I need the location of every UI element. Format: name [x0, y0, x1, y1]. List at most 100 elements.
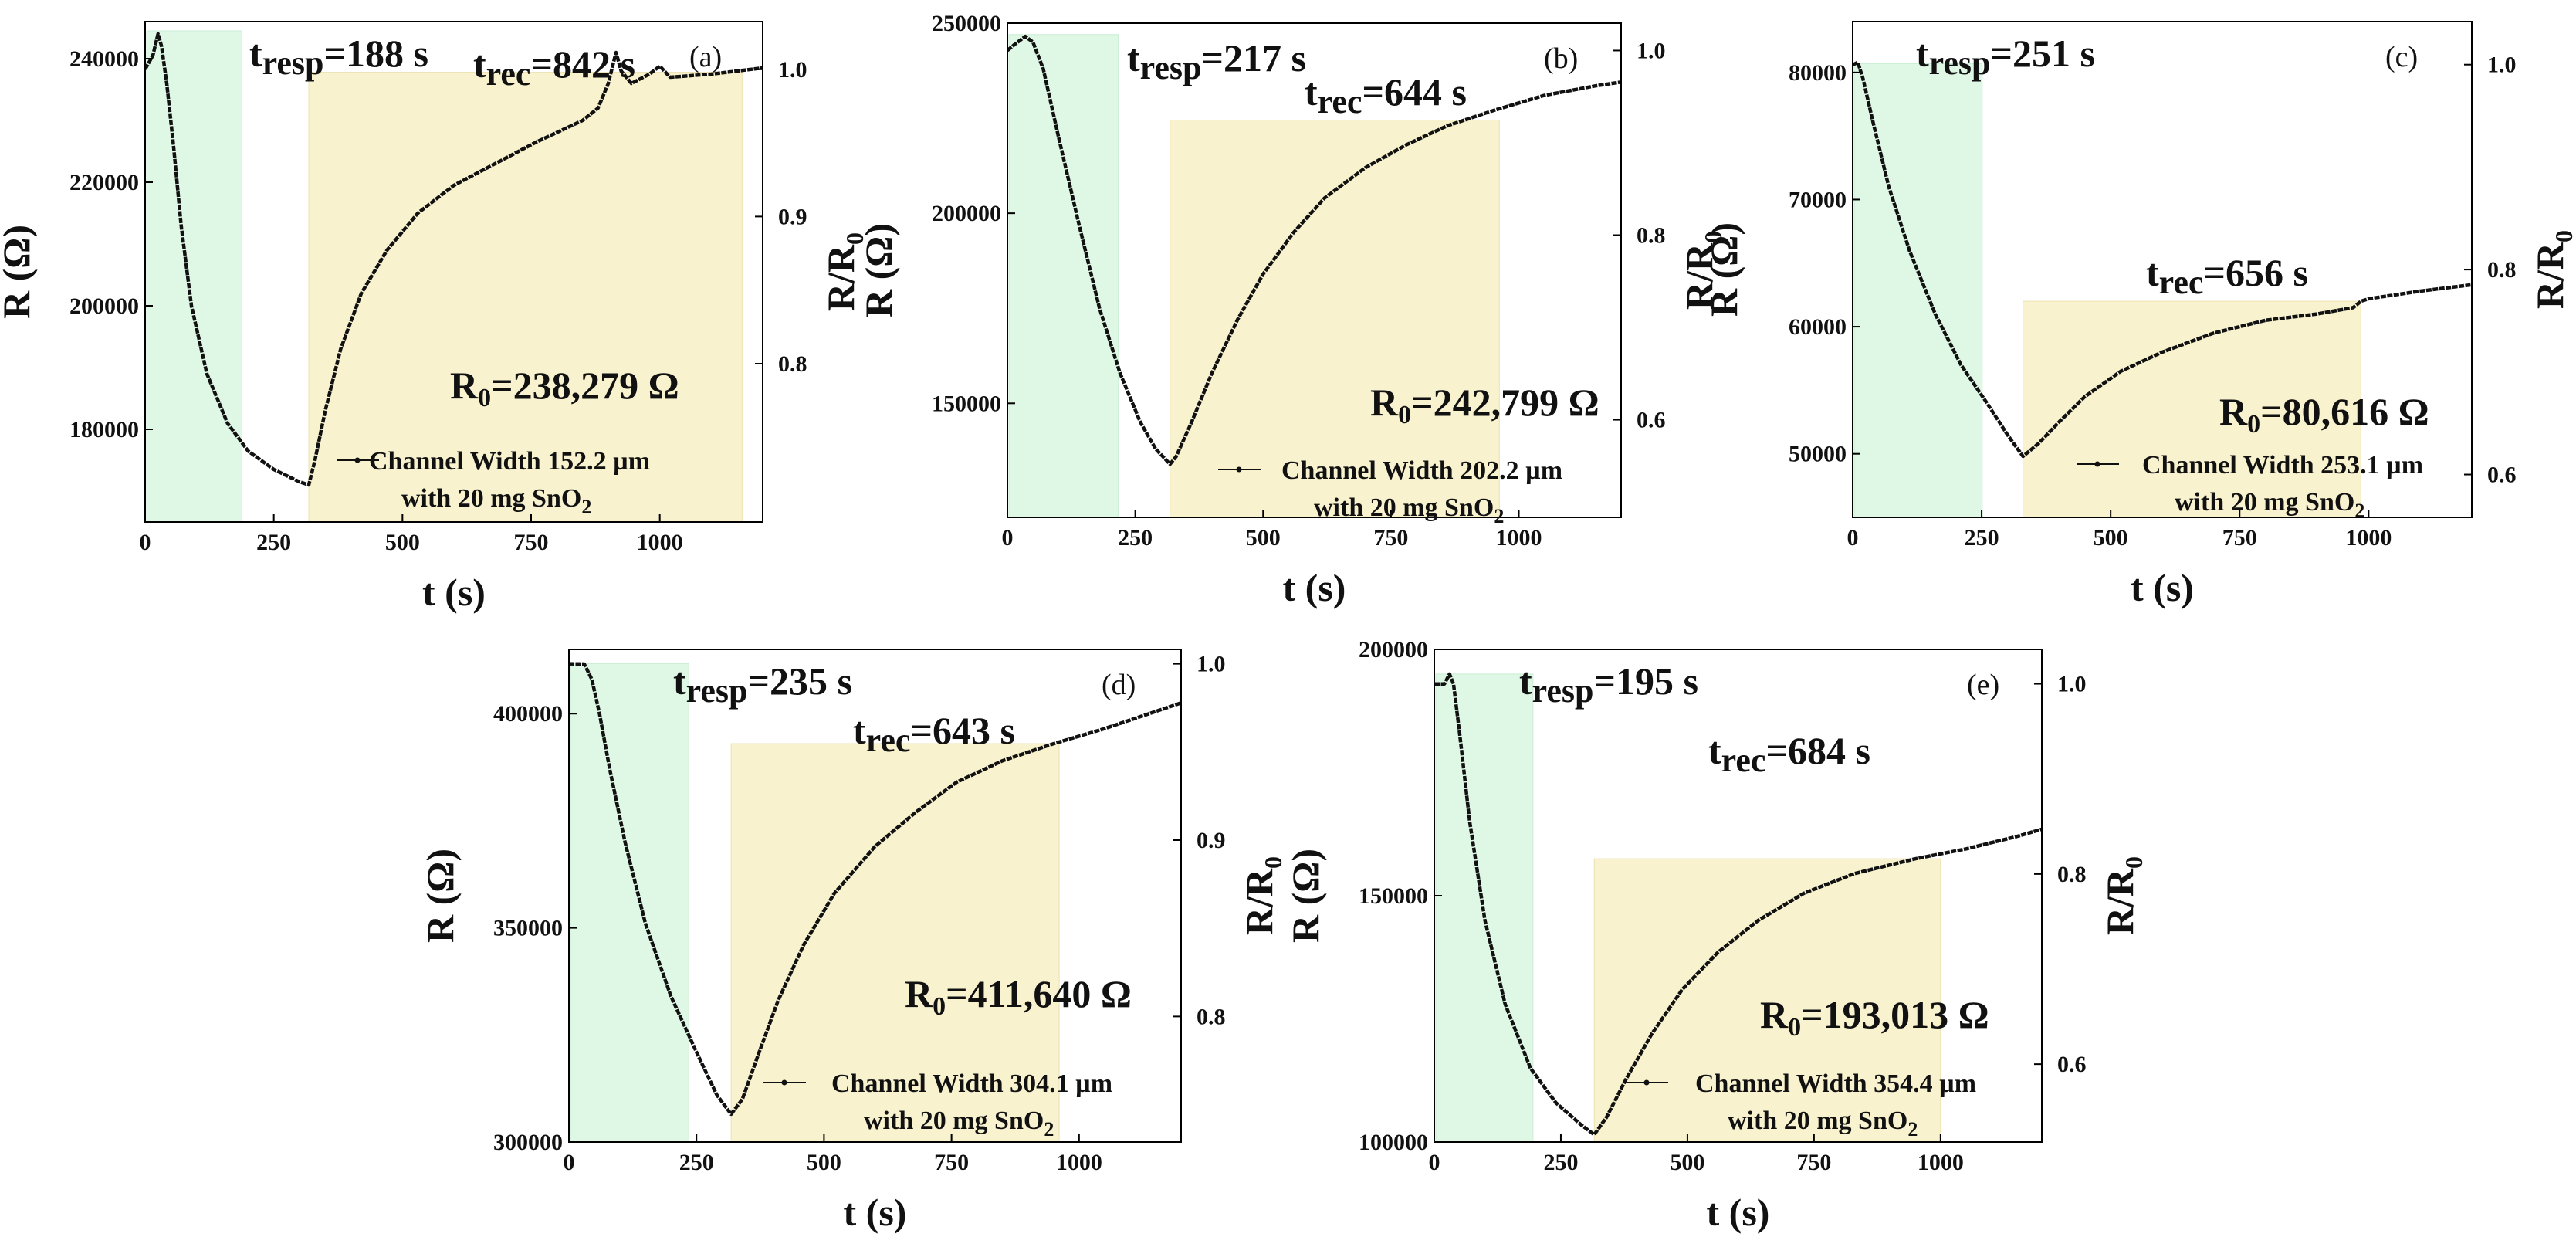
panel-label: (d) [1102, 669, 1136, 701]
t-resp-value: =188 s [324, 32, 428, 75]
t-resp-symbol: t [1519, 659, 1532, 703]
x-tick-label: 0 [1847, 525, 1859, 551]
y-tick-label: 250000 [932, 11, 1001, 36]
t-rec-annotation: trec=644 s [1305, 70, 1467, 120]
y2-tick-label: 0.8 [2487, 257, 2517, 283]
r0-symbol: R [450, 364, 479, 407]
y2-axis-label-main: R/R [2098, 868, 2141, 935]
x-tick-label: 500 [1246, 525, 1281, 551]
legend-label: Channel Width 152.2 µm [369, 447, 650, 476]
y2-tick-label: 1.0 [1637, 38, 1666, 63]
y-tick-label: 70000 [1789, 187, 1847, 212]
y2-axis-label: R/R0 [819, 232, 868, 311]
x-tick-label: 1000 [1918, 1150, 1964, 1175]
y2-tick-label: 0.8 [1637, 223, 1666, 249]
x-tick-label: 250 [1543, 1150, 1578, 1175]
t-resp-annotation: tresp=235 s [673, 659, 852, 710]
t-rec-value: =684 s [1765, 729, 1870, 772]
y2-tick-label: 0.9 [1197, 828, 1226, 853]
legend-label: Channel Width 202.2 µm [1281, 456, 1562, 485]
r0-symbol: R [1760, 993, 1789, 1036]
y2-tick-label: 1.0 [778, 57, 807, 83]
r0-annotation: R0=238,279 Ω [450, 364, 679, 412]
recovery-region [2023, 300, 2361, 518]
t-resp-value: =235 s [748, 659, 852, 703]
y2-axis-label-main: R/R [1677, 242, 1721, 310]
recovery-region [308, 72, 743, 523]
recovery-region [1170, 120, 1500, 518]
y2-tick-label: 0.8 [1197, 1004, 1226, 1029]
t-resp-symbol: t [1127, 36, 1140, 80]
x-axis-label: t (s) [422, 571, 486, 614]
y2-tick-label: 1.0 [2057, 672, 2087, 697]
t-rec-symbol: t [853, 709, 866, 752]
r0-subscript: 0 [2247, 410, 2260, 439]
chart-panel-a: 0 250 500 750 1000 180000 200000 220000 240000 0.… [0, 21, 868, 614]
y2-axis-label: R/R0 [2528, 230, 2576, 309]
x-tick-label: 0 [1429, 1150, 1440, 1175]
x-axis-label: t (s) [844, 1191, 907, 1234]
y-tick-label: 350000 [493, 916, 563, 941]
y2-tick-label: 0.6 [2487, 463, 2517, 488]
resistance-curve [144, 32, 763, 487]
y2-axis-label-main: R/R [1237, 868, 1281, 935]
t-rec-value: =644 s [1362, 70, 1466, 114]
resistance-curve [1852, 60, 2473, 459]
x-tick-label: 250 [679, 1150, 714, 1175]
x-tick-label: 250 [1118, 525, 1153, 551]
x-tick-label: 750 [514, 530, 549, 555]
y-tick-label: 100000 [1359, 1130, 1428, 1155]
y-tick-label: 60000 [1789, 314, 1847, 340]
t-rec-symbol: t [2146, 251, 2159, 294]
t-rec-symbol: t [1708, 729, 1721, 772]
t-resp-subscript: resp [1140, 49, 1202, 86]
r0-subscript: 0 [1788, 1013, 1801, 1042]
t-rec-value: =656 s [2203, 251, 2307, 294]
y-axis-label: R (Ω) [0, 225, 38, 319]
x-axis-label: t (s) [2131, 566, 2194, 609]
x-tick-label: 500 [1670, 1150, 1704, 1175]
y-tick-label: 80000 [1789, 60, 1847, 86]
panel-label: (b) [1544, 42, 1578, 75]
r0-value: =193,013 Ω [1801, 993, 1989, 1036]
r0-annotation: R0=80,616 Ω [2219, 390, 2429, 439]
x-tick-label: 1000 [1056, 1150, 1102, 1175]
legend-label: Channel Width 354.4 µm [1695, 1069, 1976, 1098]
t-resp-value: =251 s [1991, 32, 2095, 75]
y-axis-label: R (Ω) [1284, 849, 1327, 943]
r0-annotation: R0=242,799 Ω [1370, 381, 1599, 429]
response-region [570, 663, 689, 1143]
r0-symbol: R [2219, 390, 2248, 433]
plot-frame [144, 21, 763, 523]
t-rec-subscript: rec [2159, 263, 2204, 301]
x-tick-label: 1000 [1496, 525, 1542, 551]
y2-tick-label: 0.6 [1637, 408, 1666, 433]
legend-label-line2: with 20 mg SnO2 [1728, 1107, 1918, 1140]
t-resp-subscript: resp [686, 672, 748, 710]
chart-panel-d: 0 250 500 750 1000 300000 350000 400000 0.8 0.9 1.… [418, 649, 1287, 1234]
y-tick-label: 180000 [69, 417, 139, 442]
t-resp-symbol: t [673, 659, 686, 703]
y2-axis-label: R/R0 [1237, 856, 1287, 935]
x-tick-label: 1000 [2345, 525, 2392, 551]
r0-value: =80,616 Ω [2260, 390, 2429, 433]
t-resp-annotation: tresp=195 s [1519, 659, 1698, 710]
t-resp-value: =195 s [1594, 659, 1698, 703]
legend-marker [2094, 461, 2100, 467]
t-resp-annotation: tresp=217 s [1127, 36, 1306, 86]
response-region [146, 30, 242, 523]
panel-label: (c) [2385, 41, 2418, 73]
legend-subscript: 2 [1907, 1118, 1918, 1140]
y2-tick-label: 1.0 [2487, 53, 2517, 78]
x-tick-label: 250 [1965, 525, 1999, 551]
legend-subscript: 2 [2354, 500, 2364, 522]
t-rec-annotation: trec=656 s [2146, 251, 2308, 301]
r0-subscript: 0 [933, 992, 946, 1021]
t-rec-subscript: rec [486, 55, 531, 93]
t-rec-symbol: t [473, 42, 486, 86]
t-resp-value: =217 s [1202, 36, 1306, 80]
t-resp-annotation: tresp=251 s [1916, 32, 2095, 82]
chart-panel-b: 0 250 500 750 1000 150000 200000 250000 0.6 0.8 1.… [857, 11, 1727, 609]
chart-panel-c: 0 250 500 750 1000 50000 60000 70000 80000 0.6 0.8… [1702, 21, 2576, 609]
legend-marker [1236, 466, 1242, 473]
